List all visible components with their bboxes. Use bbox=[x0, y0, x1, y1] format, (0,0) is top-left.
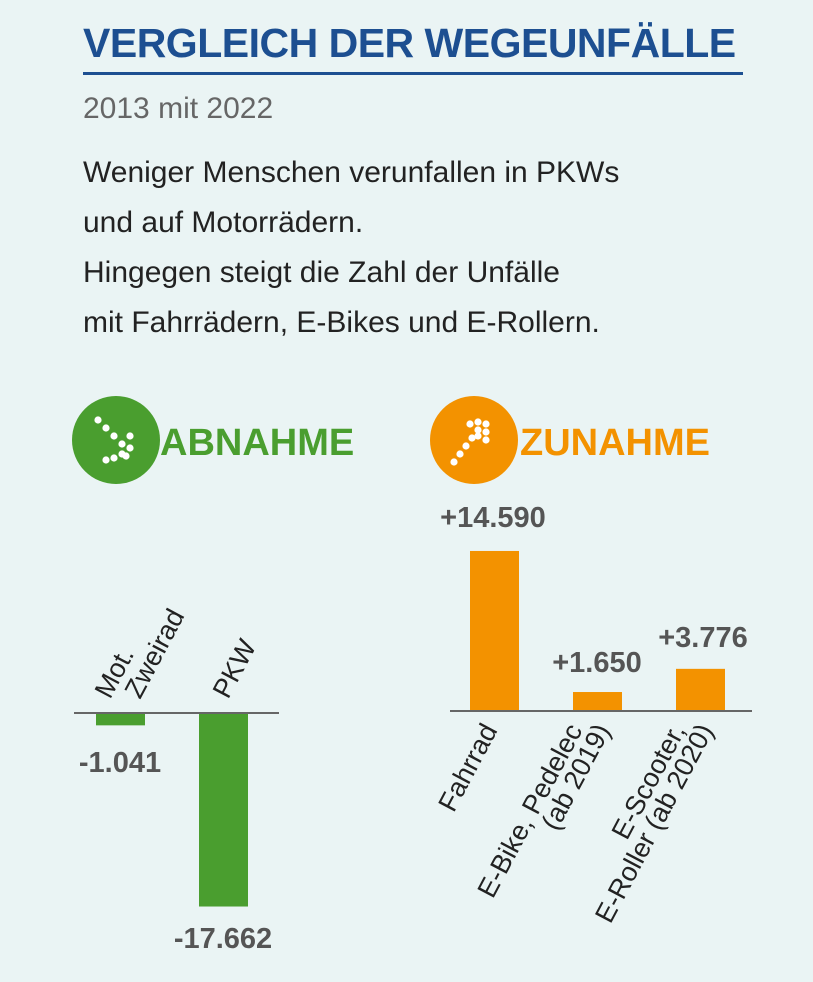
icon-dot bbox=[110, 454, 118, 462]
value-label: +14.590 bbox=[440, 502, 546, 534]
description-line: mit Fahrrädern, E-Bikes und E-Rollern. bbox=[83, 306, 600, 339]
category-label: Fahrrad bbox=[432, 719, 503, 817]
description-line: Hingegen steigt die Zahl der Unfälle bbox=[83, 256, 560, 289]
value-label: -17.662 bbox=[174, 923, 272, 955]
description-line: Weniger Menschen verunfallen in PKWs bbox=[83, 156, 620, 189]
value-label: -1.041 bbox=[79, 747, 161, 779]
icon-dot bbox=[102, 424, 110, 432]
value-label: +1.650 bbox=[552, 647, 642, 679]
category-label: PKW bbox=[207, 634, 263, 703]
icon-dot bbox=[466, 420, 474, 428]
bar-pkw bbox=[199, 714, 248, 907]
icon-dot bbox=[482, 420, 490, 428]
icon-dot bbox=[482, 436, 490, 444]
icon-dot bbox=[102, 456, 110, 464]
icon-dot bbox=[474, 426, 482, 434]
icon-dot bbox=[94, 416, 102, 424]
icon-dot bbox=[122, 452, 130, 460]
title-underline bbox=[83, 72, 743, 75]
subtitle: 2013 mit 2022 bbox=[83, 92, 274, 125]
icon-dot bbox=[468, 434, 476, 442]
icon-dot bbox=[126, 432, 134, 440]
icon-dot bbox=[482, 428, 490, 436]
icon-dot bbox=[126, 444, 134, 452]
icon-dot bbox=[456, 450, 464, 458]
trend-up-dots-icon bbox=[430, 396, 518, 484]
trend-down-dots-heading: ABNAHME bbox=[160, 422, 354, 464]
description-line: und auf Motorrädern. bbox=[83, 206, 364, 239]
icon-circle bbox=[72, 396, 160, 484]
bar-fahrrad bbox=[470, 550, 519, 710]
bar-e-scooter bbox=[676, 668, 725, 710]
icon-dot bbox=[462, 442, 470, 450]
icon-dot bbox=[450, 458, 458, 466]
bar-e-bike bbox=[573, 692, 622, 710]
trend-up-dots-heading: ZUNAHME bbox=[520, 422, 710, 464]
trend-down-dots-icon bbox=[72, 396, 160, 484]
page-title: VERGLEICH DER WEGEUNFÄLLE bbox=[83, 20, 736, 66]
bar-mot-zweirad bbox=[96, 714, 145, 726]
value-label: +3.776 bbox=[658, 622, 748, 654]
icon-dot bbox=[110, 432, 118, 440]
description: Weniger Menschen verunfallen in PKWs und… bbox=[83, 148, 619, 348]
icon-dot bbox=[474, 418, 482, 426]
icon-dot bbox=[474, 432, 482, 440]
icon-dot bbox=[118, 440, 126, 448]
